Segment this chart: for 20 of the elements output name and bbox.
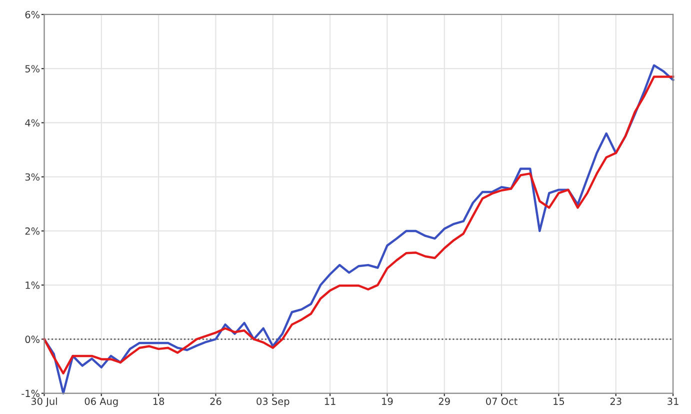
y-tick-label: 4% xyxy=(25,119,40,127)
y-tick-label: 0% xyxy=(25,336,40,344)
x-tick-label: 18 xyxy=(153,398,164,405)
x-tick-label: 30 Jul xyxy=(31,397,57,407)
x-tick-label: 23 xyxy=(610,398,622,405)
y-tick-label: 6% xyxy=(25,10,40,18)
x-tick-label: 19 xyxy=(382,398,393,405)
y-tick-label: 3% xyxy=(25,173,40,181)
x-tick-label: 29 xyxy=(438,398,450,405)
x-tick-label: 06 Aug xyxy=(84,398,118,407)
x-tick-label: 07 Oct xyxy=(486,398,518,405)
y-tick-label: 5% xyxy=(25,65,40,72)
x-tick-label: 03 Sep xyxy=(256,398,290,407)
y-tick-label: 1% xyxy=(26,282,40,289)
x-tick-label: 15 xyxy=(554,398,564,405)
x-tick-label: 26 xyxy=(210,398,222,405)
x-tick-label: 31 xyxy=(668,398,678,405)
y-tick-label: -1% xyxy=(22,390,40,398)
x-tick-label: 11 xyxy=(324,398,336,405)
y-tick-label: 2% xyxy=(25,227,40,235)
